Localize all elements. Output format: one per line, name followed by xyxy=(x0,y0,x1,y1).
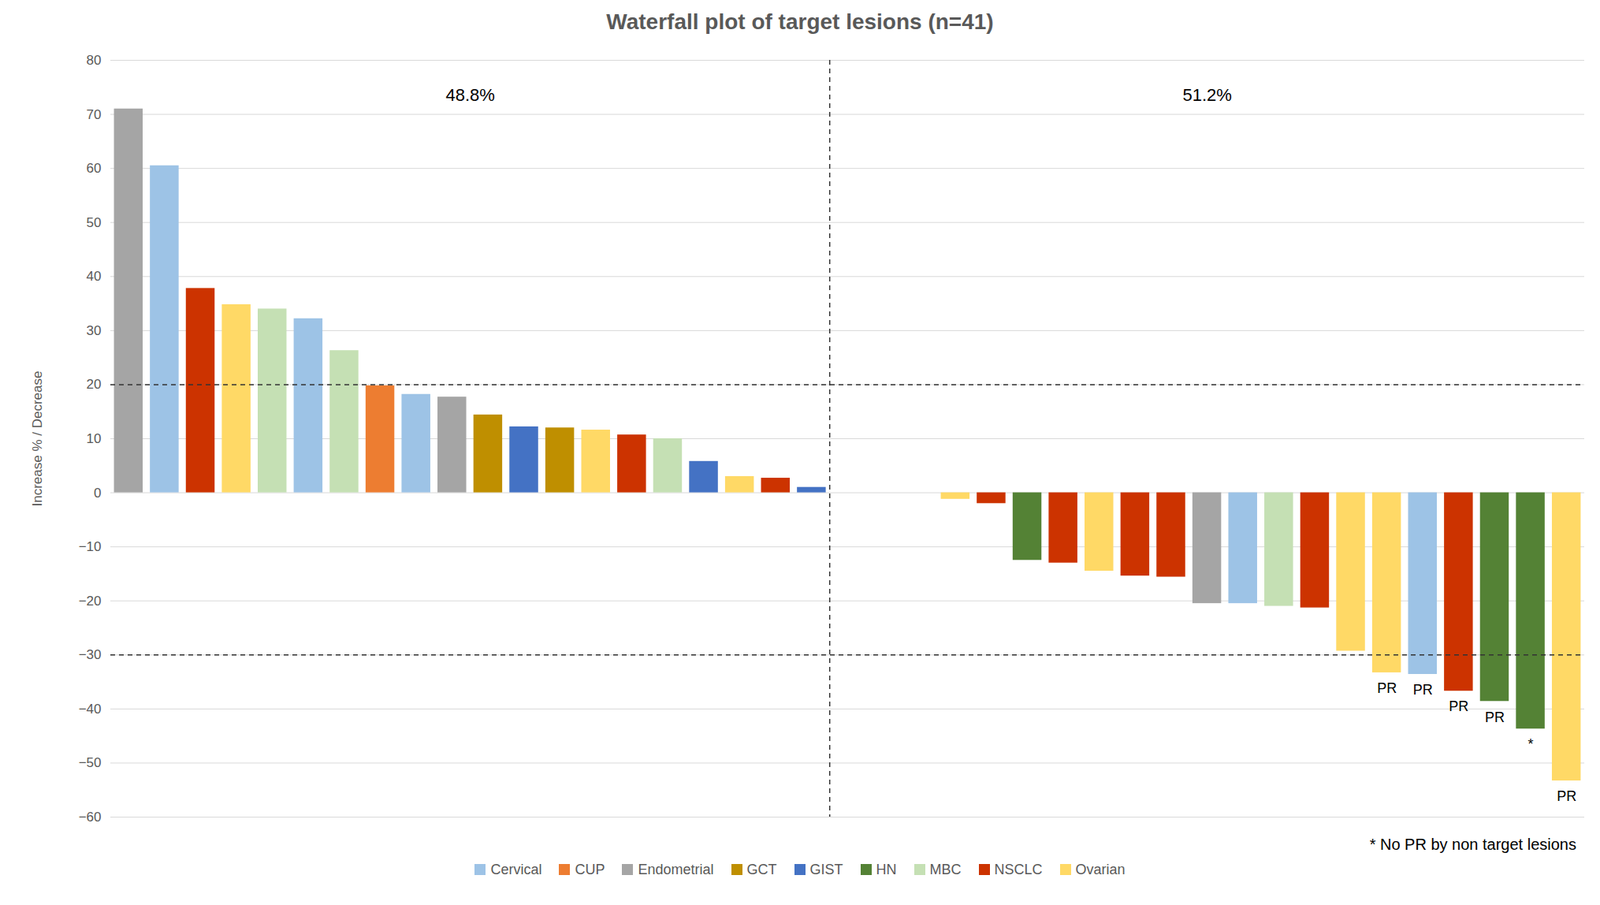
html-text:GIST: GIST xyxy=(809,861,843,877)
svg-text:20: 20 xyxy=(86,376,102,392)
svg-text:PR: PR xyxy=(1448,698,1469,715)
svg-text:PR: PR xyxy=(1413,681,1433,698)
html-text:* No PR by non target lesions: * No PR by non target lesions xyxy=(1369,835,1577,853)
html-text:NSCLC: NSCLC xyxy=(994,861,1043,877)
html-text:HN: HN xyxy=(876,861,897,877)
svg-text:−60: −60 xyxy=(78,809,102,825)
svg-text:−40: −40 xyxy=(78,701,102,717)
svg-text:−20: −20 xyxy=(78,593,102,609)
svg-text:30: 30 xyxy=(86,323,102,339)
html-text:Endometrial: Endometrial xyxy=(638,861,714,877)
html-text:GCT: GCT xyxy=(746,861,777,877)
svg-text:40: 40 xyxy=(86,268,102,284)
svg-text:PR: PR xyxy=(1376,680,1397,696)
svg-text:80: 80 xyxy=(86,52,102,68)
svg-text:−30: −30 xyxy=(78,647,102,663)
svg-text:PR: PR xyxy=(1484,709,1505,726)
svg-text:51.2%: 51.2% xyxy=(1182,85,1232,105)
html-text:Waterfall plot of target lesio: Waterfall plot of target lesions (n=41) xyxy=(606,9,994,34)
html-text:Ovarian: Ovarian xyxy=(1075,861,1126,877)
html-text:CUP: CUP xyxy=(574,861,605,877)
svg-text:70: 70 xyxy=(86,107,102,123)
svg-text:−50: −50 xyxy=(78,755,102,771)
svg-text:0: 0 xyxy=(93,485,101,501)
svg-text:60: 60 xyxy=(86,160,102,176)
svg-text:PR: PR xyxy=(1556,788,1577,804)
html-text:Cervical: Cervical xyxy=(490,861,542,877)
svg-text:48.8%: 48.8% xyxy=(445,85,495,105)
svg-text:Increase % / Decrease: Increase % / Decrease xyxy=(29,371,45,507)
svg-text:50: 50 xyxy=(86,215,102,231)
svg-text:−10: −10 xyxy=(78,539,102,555)
svg-text:*: * xyxy=(1528,736,1534,752)
html-text:MBC: MBC xyxy=(929,861,962,877)
svg-text:10: 10 xyxy=(86,431,102,447)
